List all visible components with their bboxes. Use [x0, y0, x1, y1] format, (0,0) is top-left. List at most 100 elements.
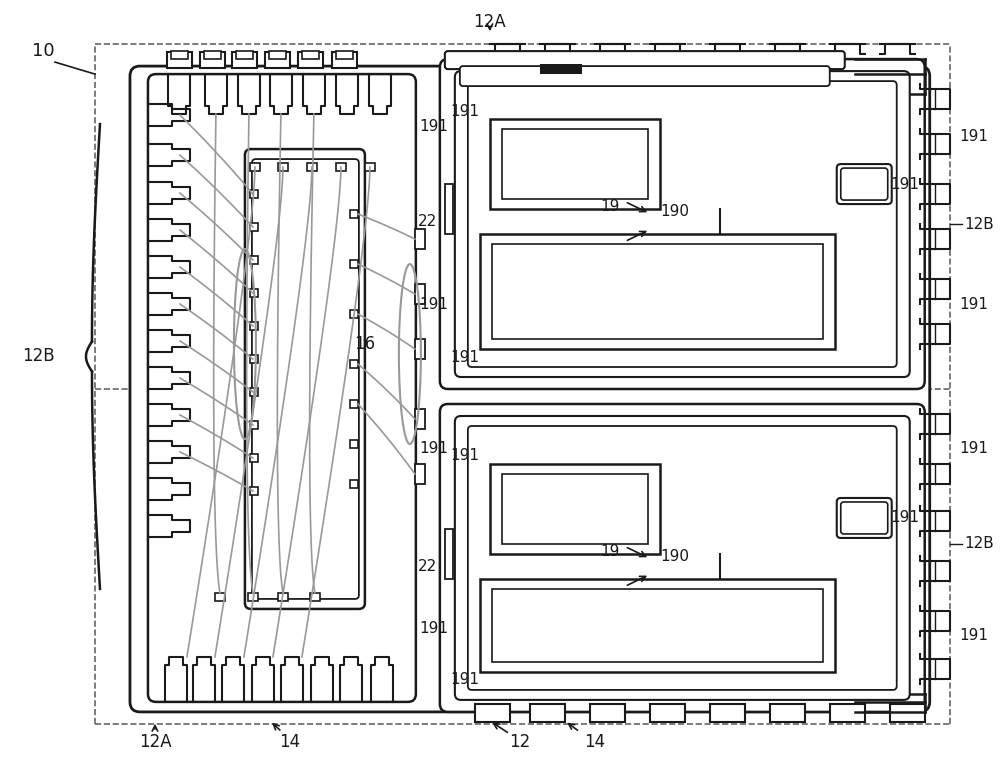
- FancyBboxPatch shape: [440, 404, 925, 712]
- Text: 191: 191: [419, 622, 448, 637]
- Text: 191: 191: [450, 350, 479, 365]
- Text: 190: 190: [660, 204, 689, 219]
- Bar: [278, 593, 288, 601]
- Bar: [445, 529, 453, 579]
- Text: 12B: 12B: [22, 347, 55, 365]
- Text: 191: 191: [960, 441, 989, 456]
- Text: 191: 191: [960, 129, 989, 143]
- Bar: [250, 355, 258, 363]
- Text: 191: 191: [891, 510, 920, 525]
- Bar: [492, 589, 823, 662]
- Bar: [250, 487, 258, 495]
- Bar: [204, 51, 221, 59]
- Bar: [298, 52, 323, 68]
- Bar: [250, 163, 260, 171]
- Text: 12B: 12B: [965, 216, 994, 231]
- FancyBboxPatch shape: [130, 66, 930, 712]
- Bar: [540, 64, 582, 74]
- Bar: [236, 51, 253, 59]
- Bar: [475, 704, 510, 722]
- Bar: [215, 593, 225, 601]
- Bar: [445, 184, 453, 234]
- Bar: [350, 440, 358, 448]
- FancyBboxPatch shape: [245, 149, 365, 609]
- Bar: [365, 163, 375, 171]
- Text: 191: 191: [450, 673, 479, 688]
- Bar: [502, 474, 648, 544]
- FancyBboxPatch shape: [148, 74, 416, 702]
- Bar: [415, 284, 425, 304]
- Bar: [302, 51, 319, 59]
- Text: 191: 191: [960, 296, 989, 311]
- Text: 14: 14: [584, 733, 605, 751]
- Text: 19: 19: [600, 199, 620, 214]
- Bar: [350, 260, 358, 268]
- Bar: [415, 464, 425, 484]
- Text: 12A: 12A: [139, 733, 171, 751]
- Bar: [232, 52, 257, 68]
- Text: 22: 22: [418, 214, 437, 229]
- Bar: [307, 163, 317, 171]
- Bar: [350, 310, 358, 318]
- Bar: [502, 129, 648, 199]
- Text: 191: 191: [419, 296, 448, 311]
- Bar: [250, 421, 258, 429]
- Bar: [250, 289, 258, 297]
- Bar: [250, 388, 258, 396]
- Bar: [250, 223, 258, 231]
- Text: 12: 12: [509, 733, 530, 751]
- Text: 191: 191: [450, 103, 479, 118]
- Text: 191: 191: [960, 629, 989, 644]
- FancyBboxPatch shape: [468, 426, 897, 690]
- Bar: [250, 256, 258, 264]
- Bar: [336, 51, 353, 59]
- Text: 191: 191: [419, 441, 448, 456]
- FancyBboxPatch shape: [252, 159, 359, 599]
- Bar: [336, 163, 346, 171]
- Text: 10: 10: [32, 42, 55, 60]
- Bar: [590, 704, 625, 722]
- Bar: [171, 51, 188, 59]
- FancyBboxPatch shape: [445, 51, 845, 69]
- Bar: [415, 409, 425, 429]
- Bar: [200, 52, 225, 68]
- Bar: [415, 229, 425, 249]
- Bar: [278, 163, 288, 171]
- FancyBboxPatch shape: [440, 59, 925, 389]
- Bar: [530, 704, 565, 722]
- Text: 191: 191: [450, 448, 479, 463]
- Bar: [269, 51, 286, 59]
- Text: 191: 191: [419, 118, 448, 133]
- Bar: [770, 704, 805, 722]
- Text: 12B: 12B: [965, 536, 994, 551]
- Bar: [710, 704, 745, 722]
- Text: 14: 14: [279, 733, 300, 751]
- Text: 19: 19: [600, 544, 620, 559]
- Bar: [310, 593, 320, 601]
- Bar: [250, 190, 258, 198]
- Bar: [350, 400, 358, 408]
- FancyBboxPatch shape: [455, 416, 910, 700]
- Bar: [265, 52, 290, 68]
- FancyBboxPatch shape: [837, 164, 892, 204]
- Bar: [480, 579, 835, 672]
- FancyBboxPatch shape: [468, 81, 897, 367]
- Bar: [250, 454, 258, 462]
- Bar: [350, 360, 358, 368]
- Bar: [415, 339, 425, 359]
- Bar: [250, 322, 258, 330]
- Text: 22: 22: [418, 559, 437, 574]
- FancyBboxPatch shape: [460, 66, 830, 86]
- Bar: [350, 210, 358, 218]
- FancyBboxPatch shape: [455, 71, 910, 377]
- Bar: [890, 704, 925, 722]
- Bar: [248, 593, 258, 601]
- FancyBboxPatch shape: [841, 502, 888, 534]
- Text: 12A: 12A: [474, 13, 506, 31]
- Bar: [332, 52, 357, 68]
- Bar: [490, 464, 660, 554]
- Text: 190: 190: [660, 549, 689, 564]
- Bar: [167, 52, 192, 68]
- Bar: [490, 119, 660, 209]
- Bar: [350, 480, 358, 488]
